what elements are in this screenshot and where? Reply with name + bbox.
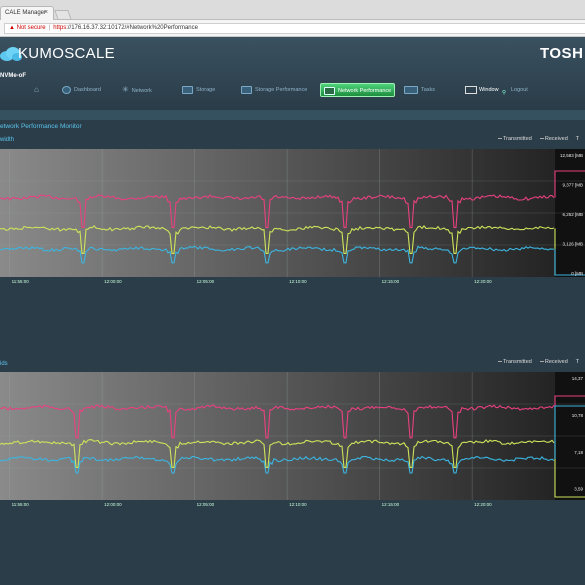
window-icon [465, 85, 477, 94]
warning-icon: ▲ [9, 25, 15, 31]
plot-right-panel [555, 372, 585, 500]
home-icon: ⌂ [34, 85, 39, 94]
browser-tabbar: CALE Manager × [0, 0, 585, 20]
window-button[interactable]: Window [465, 83, 499, 97]
x-tick-label: 12:00:00 [104, 502, 122, 507]
value-label: 14,37 [572, 376, 584, 381]
tab-close-icon[interactable]: × [43, 9, 49, 16]
logout-icon: ⚲ [502, 89, 507, 96]
nav-storage-performance[interactable]: Storage Performance [241, 83, 307, 97]
plot-background [0, 372, 585, 500]
x-tick-label: 12:20:00 [474, 502, 492, 507]
nav-network[interactable]: ✳ Network [122, 85, 152, 94]
x-tick-label: 12:20:00 [474, 279, 492, 284]
dashboard-icon [62, 85, 71, 94]
url-field[interactable]: ▲ Not secure | https://176.16.37.32:10172/… [4, 23, 585, 34]
nav-tasks[interactable]: Tasks [404, 83, 435, 97]
series-tail-2 [554, 442, 585, 498]
nav-storage[interactable]: Storage [182, 83, 215, 97]
app-root: KUMOSCALE TOSH NVMe-oF ⌂ Dashboard ✳ Netw… [0, 37, 585, 585]
brand-logo: TOSH [540, 45, 584, 62]
x-tick-label: 12:10:00 [289, 502, 307, 507]
x-tick-label: 12:15:00 [382, 502, 400, 507]
legend-received[interactable]: Received [540, 136, 568, 142]
browser-tab[interactable]: CALE Manager [0, 6, 54, 20]
chart1-legend[interactable]: Transmitted Received T [498, 136, 585, 142]
value-label: 6,252 [MB [562, 212, 583, 217]
not-secure-label: Not secure [16, 25, 46, 31]
x-tick-label: 11:55:00 [12, 279, 30, 284]
nav-home[interactable]: ⌂ [34, 83, 39, 97]
series-tail-1 [554, 395, 585, 408]
series-line-2 [0, 224, 555, 254]
bandwidth-chart[interactable]: 12,583 [MB 9,377 [MB 6,252 [MB 3,126 [MB 0 [… [0, 149, 585, 287]
nav-dashboard[interactable]: Dashboard [62, 83, 101, 97]
x-tick-label: 11:55:00 [12, 502, 30, 507]
series-tail-3 [554, 248, 585, 276]
legend-extra[interactable]: T [575, 359, 580, 365]
legend-transmitted[interactable]: Transmitted [498, 359, 532, 365]
value-label: 7,18 [574, 450, 583, 455]
value-label: 3,59 [574, 487, 583, 492]
x-tick-label: 12:05:00 [197, 502, 215, 507]
title-strip [0, 110, 585, 120]
app-header: KUMOSCALE TOSH NVMe-oF ⌂ Dashboard ✳ Netw… [0, 37, 585, 110]
series-line-3 [0, 455, 555, 474]
tab-title: CALE Manager [5, 10, 47, 16]
chart1-label: width [0, 137, 15, 143]
page-title: etwork Performance Monitor [0, 123, 82, 130]
series-line-2 [0, 439, 555, 468]
nav-network-performance[interactable]: Network Performance [320, 83, 396, 97]
chart-svg: 14,37 10,78 7,18 3,59 11:55:00 12:00:00 12:05:… [0, 372, 585, 507]
x-tick-label: 12:00:00 [104, 279, 122, 284]
url-scheme: https [53, 25, 67, 31]
value-label: 3,126 [MB [562, 242, 583, 247]
network-performance-icon [324, 86, 335, 95]
url-rest: ://176.16.37.32:10172/#Network%20Perform… [66, 25, 198, 31]
series-tail-1 [554, 170, 585, 198]
new-tab-button[interactable] [54, 10, 72, 20]
x-tick-label: 12:05:00 [197, 279, 215, 284]
app-logo: KUMOSCALE [18, 45, 115, 62]
iops-chart[interactable]: 14,37 10,78 7,18 3,59 11:55:00 12:00:00 12:05:… [0, 372, 585, 510]
legend-extra[interactable]: T [575, 136, 580, 142]
plot-right-panel [555, 149, 585, 277]
value-label: 9,377 [MB [562, 183, 583, 188]
storage-icon [182, 85, 193, 94]
legend-received[interactable]: Received [540, 359, 568, 365]
address-bar: ▲ Not secure | https://176.16.37.32:10172/… [0, 20, 585, 37]
tasks-icon [404, 85, 418, 94]
chart2-legend[interactable]: Transmitted Received T [498, 359, 585, 365]
logout-button[interactable]: ⚲ Logout [502, 87, 528, 96]
series-line-1 [0, 404, 555, 439]
series-line-3 [0, 245, 555, 264]
chart2-label: ids [0, 361, 8, 367]
chart-svg: 12,583 [MB 9,377 [MB 6,252 [MB 3,126 [MB 0 [… [0, 149, 585, 284]
plot-background [0, 149, 585, 277]
storage-performance-icon [241, 85, 252, 94]
cloud-icon [0, 47, 22, 61]
series-tail-3 [554, 405, 585, 460]
value-label: 10,78 [572, 413, 584, 418]
product-name: NVMe-oF [0, 73, 26, 79]
series-line-1 [0, 194, 555, 229]
legend-transmitted[interactable]: Transmitted [498, 136, 532, 142]
network-icon: ✳ [122, 85, 129, 94]
x-tick-label: 12:10:00 [289, 279, 307, 284]
x-tick-label: 12:15:00 [382, 279, 400, 284]
main-nav: ⌂ Dashboard ✳ Network Storage Storage Per… [0, 83, 585, 97]
value-label: 0 [MB [571, 271, 583, 276]
value-label: 12,583 [MB [560, 153, 583, 158]
